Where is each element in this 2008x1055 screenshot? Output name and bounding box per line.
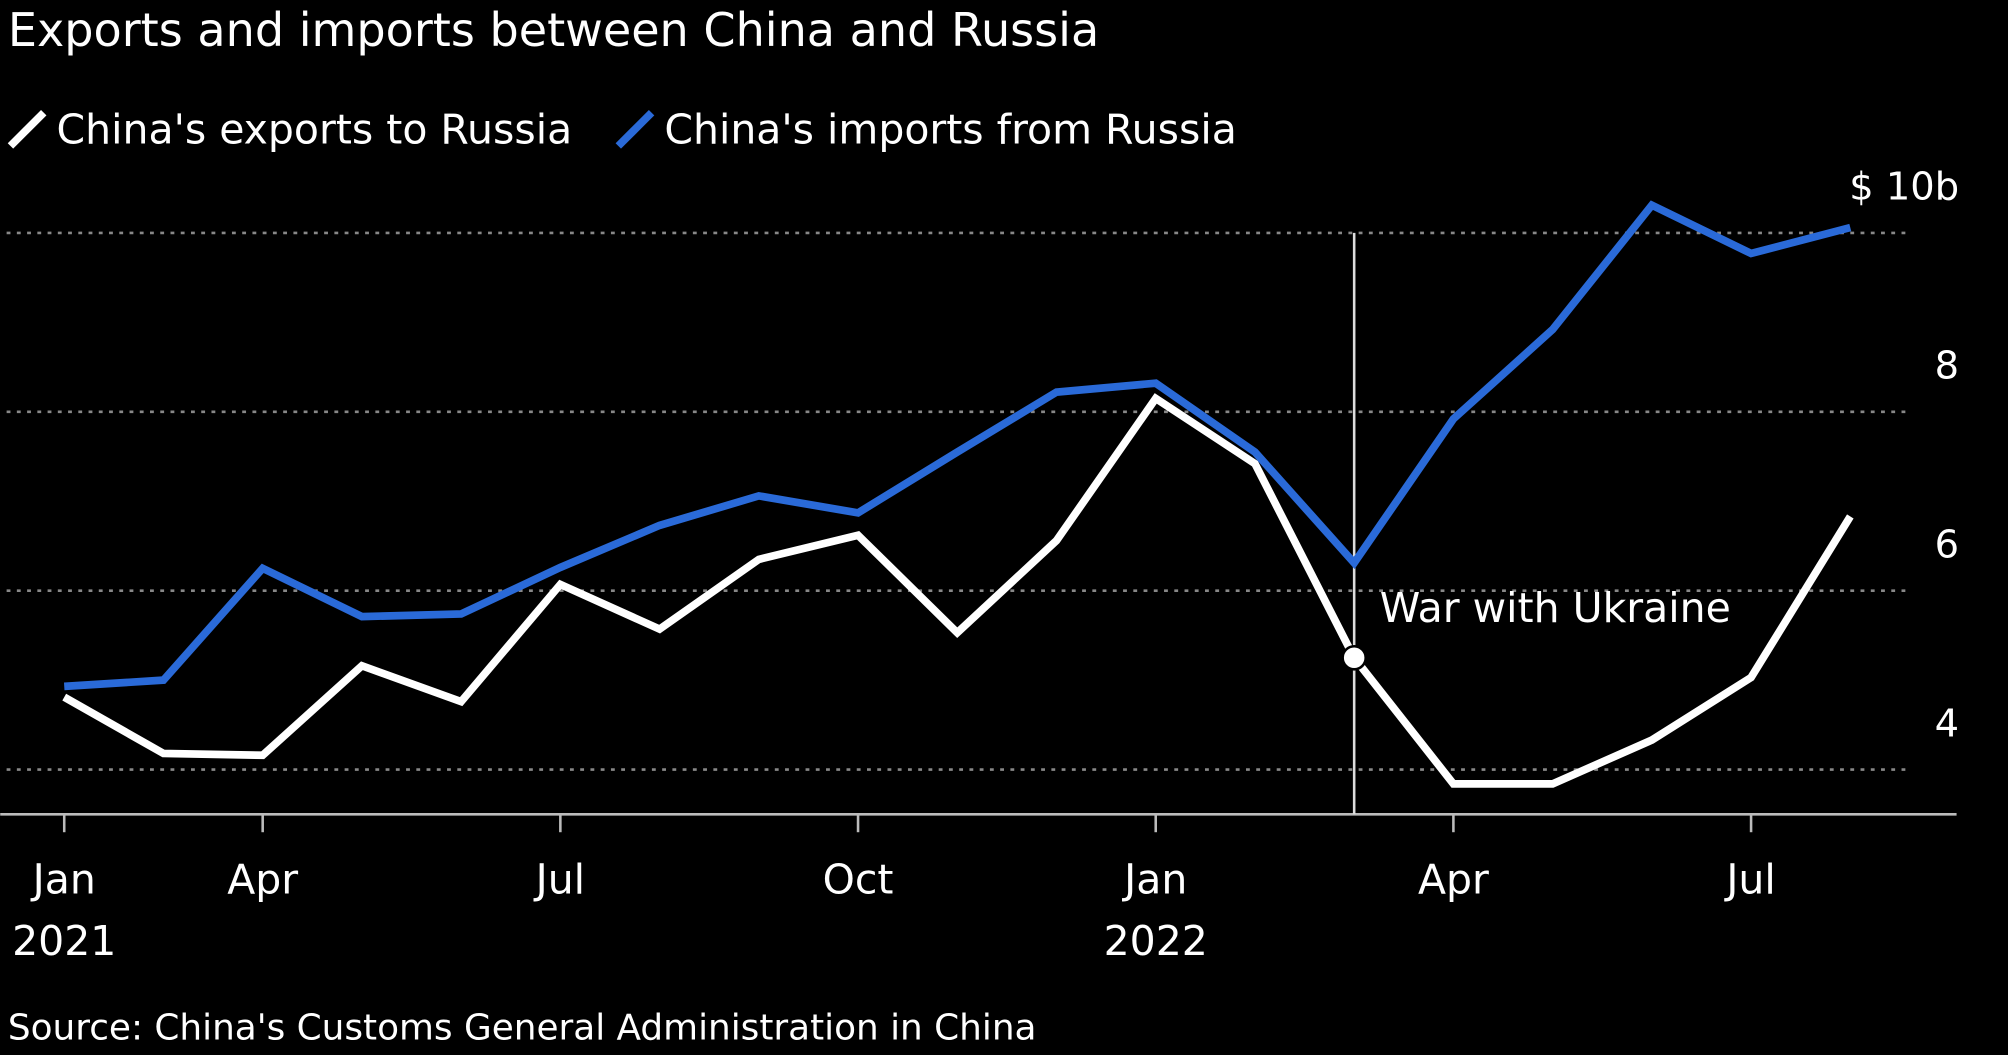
y-tick-label: $ 10b — [1849, 165, 1959, 210]
series-line — [62, 393, 1854, 788]
series-line — [63, 200, 1852, 691]
legend-label: China's exports to Russia — [57, 105, 573, 153]
x-tick-year: 2021 — [12, 917, 116, 965]
source-note: Source: China's Customs General Administ… — [8, 1008, 1037, 1049]
x-tick-label: Apr — [1418, 856, 1489, 904]
x-tick-label: Jan — [1121, 856, 1187, 904]
x-tick-label: Jul — [533, 856, 585, 904]
y-tick-label: 6 — [1935, 522, 1959, 567]
y-tick-label: 8 — [1935, 344, 1959, 389]
x-tick-label: Apr — [227, 856, 298, 904]
x-tick-label: Oct — [823, 856, 894, 904]
chart-title: Exports and imports between China and Ru… — [8, 3, 1099, 57]
x-tick-label: Jul — [1723, 856, 1775, 904]
legend-swatch — [615, 109, 655, 149]
x-tick-label: Jan — [30, 856, 96, 904]
legend-label: China's imports from Russia — [664, 105, 1236, 153]
annotation-marker — [1341, 644, 1367, 671]
annotation-label: War with Ukraine — [1380, 584, 1731, 632]
legend-swatch — [7, 109, 47, 149]
y-tick-label: 4 — [1935, 701, 1959, 746]
x-tick-year: 2022 — [1104, 917, 1208, 965]
